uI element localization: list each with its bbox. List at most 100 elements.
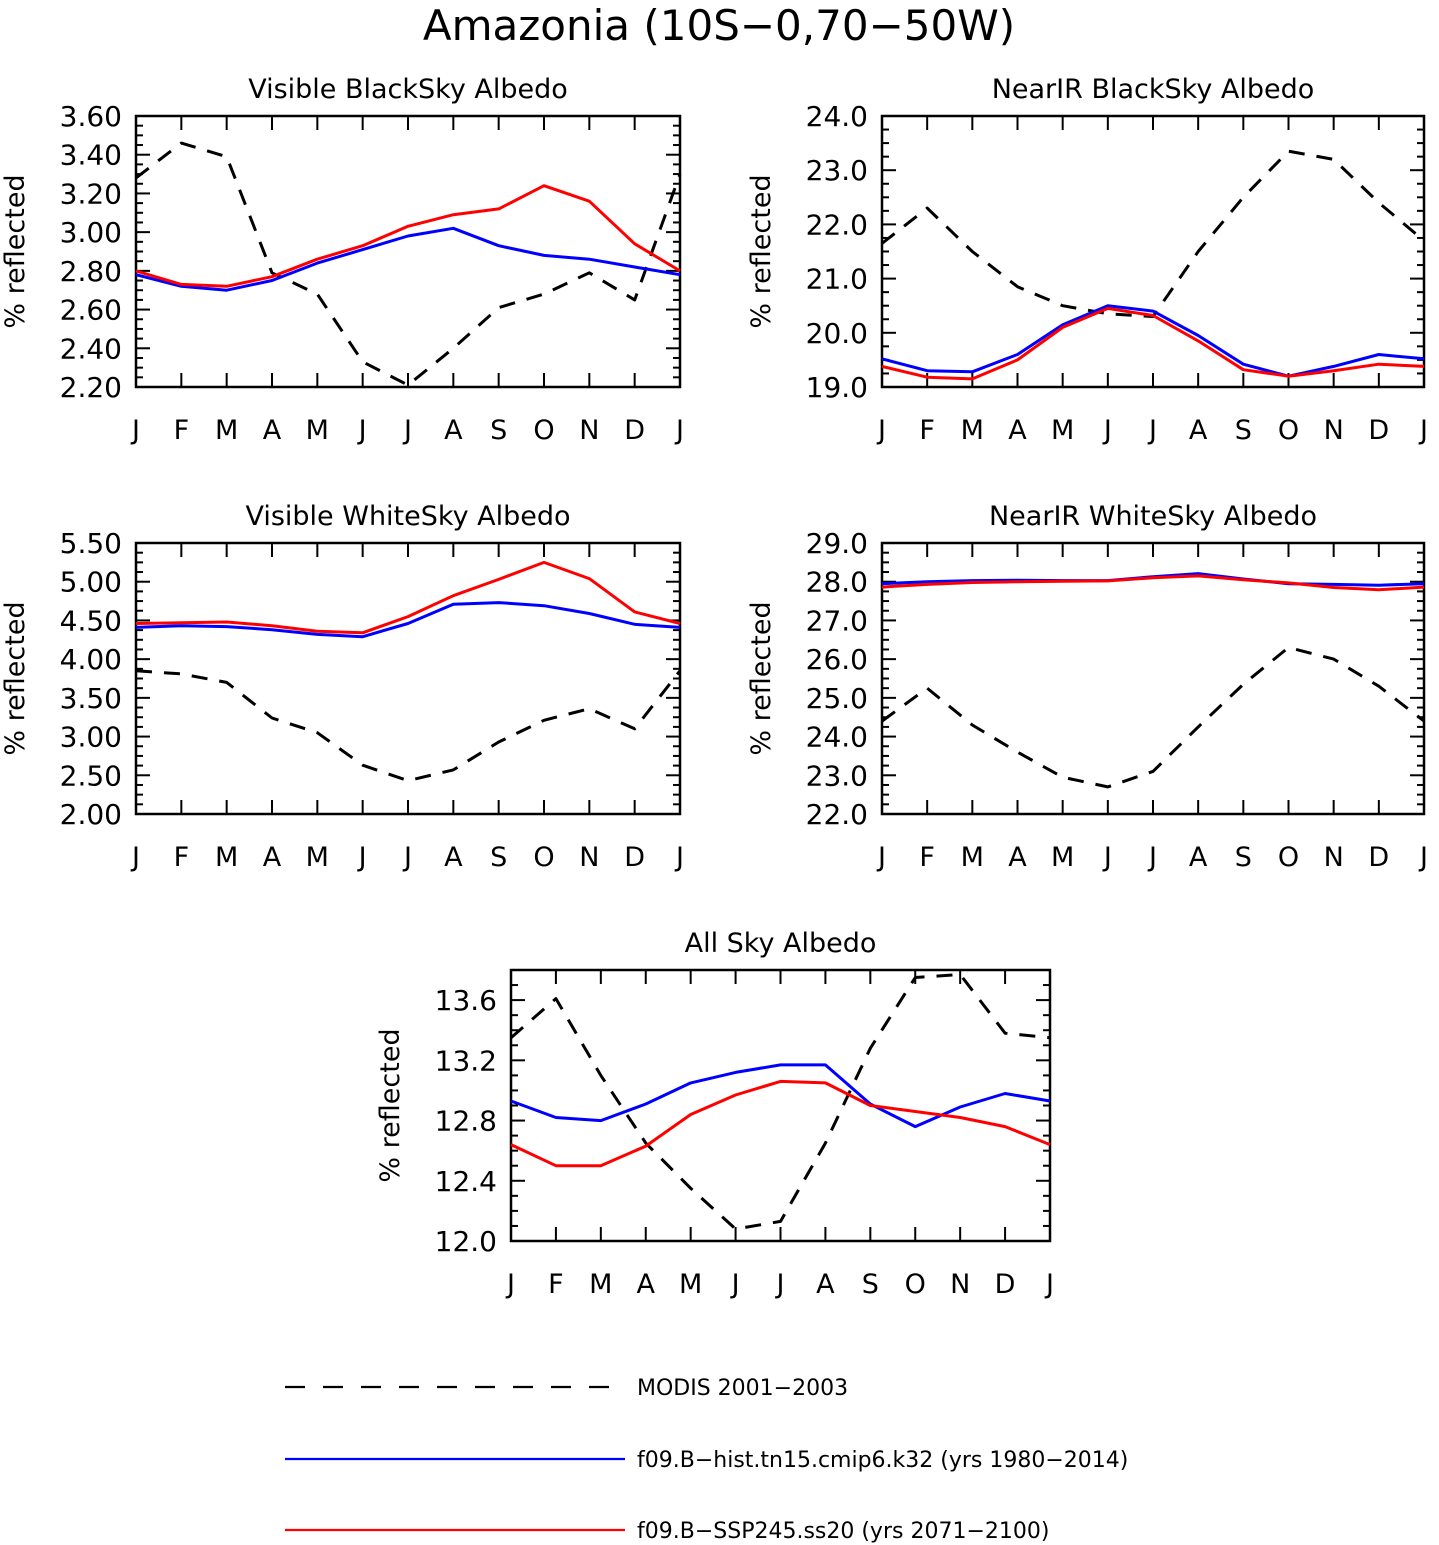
chart-panel-4: NearIR WhiteSky Albedo % reflected 22.0 23.… [746,501,1428,873]
x-tick-label: J [775,1269,785,1300]
x-tick-label: M [589,1269,612,1300]
y-tick-label: 5.00 [60,566,122,599]
x-tick-label: S [490,842,507,873]
chart-title: Visible WhiteSky Albedo [245,501,570,532]
y-tick-label: 4.50 [60,604,122,637]
x-tick-label: A [263,842,282,873]
x-tick-label: J [674,842,684,873]
x-tick-label: J [402,842,412,873]
legend-label-1: MODIS 2001−2003 [637,1376,848,1401]
chart-panel-3: Visible WhiteSky Albedo % reflected 2.00 2.… [0,501,684,873]
x-tick-label: D [995,1269,1016,1300]
series-line-3 [135,560,681,635]
x-tick-label: F [548,1269,564,1300]
x-tick-label: M [215,415,238,446]
x-tick-label: D [1368,842,1389,873]
x-tick-label: F [919,842,935,873]
y-tick-label: 22.0 [806,798,868,831]
x-tick-label: S [862,1269,879,1300]
x-tick-label: O [533,842,554,873]
figure-title: Amazonia (10S−0,70−50W) [423,1,1015,50]
x-tick-label: M [961,415,984,446]
y-tick-label: 2.00 [60,798,122,831]
series-line-3 [135,184,681,288]
y-axis-label: % reflected [746,601,777,755]
series-line-2 [510,1063,1051,1129]
legend-label-2: f09.B−hist.tn15.cmip6.k32 (yrs 1980−2014… [637,1448,1128,1473]
x-tick-label: A [263,415,282,446]
x-tick-label: A [1189,842,1208,873]
x-tick-label: F [919,415,935,446]
x-tick-label: D [624,415,645,446]
y-tick-label: 3.20 [60,177,122,210]
y-tick-label: 20.0 [806,317,868,350]
y-tick-label: 24.0 [806,721,868,754]
y-axis-label: % reflected [746,174,777,328]
x-tick-label: F [174,415,190,446]
series-line-2 [135,601,681,639]
y-tick-label: 13.6 [435,984,497,1017]
y-tick-label: 29.0 [806,527,868,560]
y-tick-label: 13.2 [435,1044,497,1077]
x-tick-label: J [1102,415,1112,446]
x-tick-label: J [1418,415,1428,446]
x-tick-label: J [876,842,886,873]
y-tick-label: 12.8 [435,1105,497,1138]
y-tick-label: 28.0 [806,566,868,599]
x-tick-label: D [624,842,645,873]
legend: MODIS 2001−2003 f09.B−hist.tn15.cmip6.k32… [285,1376,1128,1544]
x-tick-label: J [730,1269,740,1300]
y-tick-label: 4.00 [60,643,122,676]
y-tick-label: 23.0 [806,759,868,792]
x-tick-label: D [1368,415,1389,446]
y-tick-label: 19.0 [806,371,868,404]
x-tick-label: N [1324,842,1344,873]
x-tick-label: A [1008,415,1027,446]
x-tick-label: M [1051,842,1074,873]
x-tick-label: O [533,415,554,446]
series-line-2 [135,226,681,292]
x-tick-label: J [876,415,886,446]
chart-panel-5: All Sky Albedo % reflected 12.0 12.4 12.8 13.… [375,928,1054,1300]
x-tick-label: S [1235,415,1252,446]
x-tick-label: A [816,1269,835,1300]
y-tick-label: 25.0 [806,682,868,715]
x-tick-label: J [1102,842,1112,873]
x-tick-label: O [905,1269,926,1300]
y-axis-label: % reflected [0,174,31,328]
y-axis-label: % reflected [375,1028,406,1182]
x-tick-label: M [961,842,984,873]
y-tick-label: 23.0 [806,154,868,187]
series-line-1 [881,149,1425,318]
x-tick-label: A [444,415,463,446]
x-tick-label: S [1235,842,1252,873]
x-tick-label: N [950,1269,970,1300]
x-tick-label: J [1418,842,1428,873]
x-tick-label: M [215,842,238,873]
plot-frame [880,114,1426,389]
x-tick-label: M [306,415,329,446]
x-tick-label: J [130,842,140,873]
x-tick-label: N [579,415,599,446]
y-tick-label: 3.00 [60,721,122,754]
x-tick-label: J [130,415,140,446]
x-tick-label: M [306,842,329,873]
y-tick-label: 12.4 [435,1165,497,1198]
x-tick-label: A [637,1269,656,1300]
x-tick-label: N [579,842,599,873]
legend-label-3: f09.B−SSP245.ss20 (yrs 2071−2100) [637,1519,1049,1544]
series-line-1 [135,141,682,387]
x-tick-label: J [357,415,367,446]
chart-title: NearIR WhiteSky Albedo [989,501,1317,532]
series-line-1 [881,646,1425,789]
chart-panel-1: Visible BlackSky Albedo % reflected 2.20 2.… [0,74,684,446]
y-tick-label: 22.0 [806,208,868,241]
x-tick-label: J [402,415,412,446]
y-tick-label: 3.00 [60,216,122,249]
y-tick-label: 12.0 [435,1225,497,1258]
y-tick-label: 5.50 [60,527,122,560]
x-tick-label: J [674,415,684,446]
x-tick-label: J [505,1269,515,1300]
x-tick-label: M [1051,415,1074,446]
